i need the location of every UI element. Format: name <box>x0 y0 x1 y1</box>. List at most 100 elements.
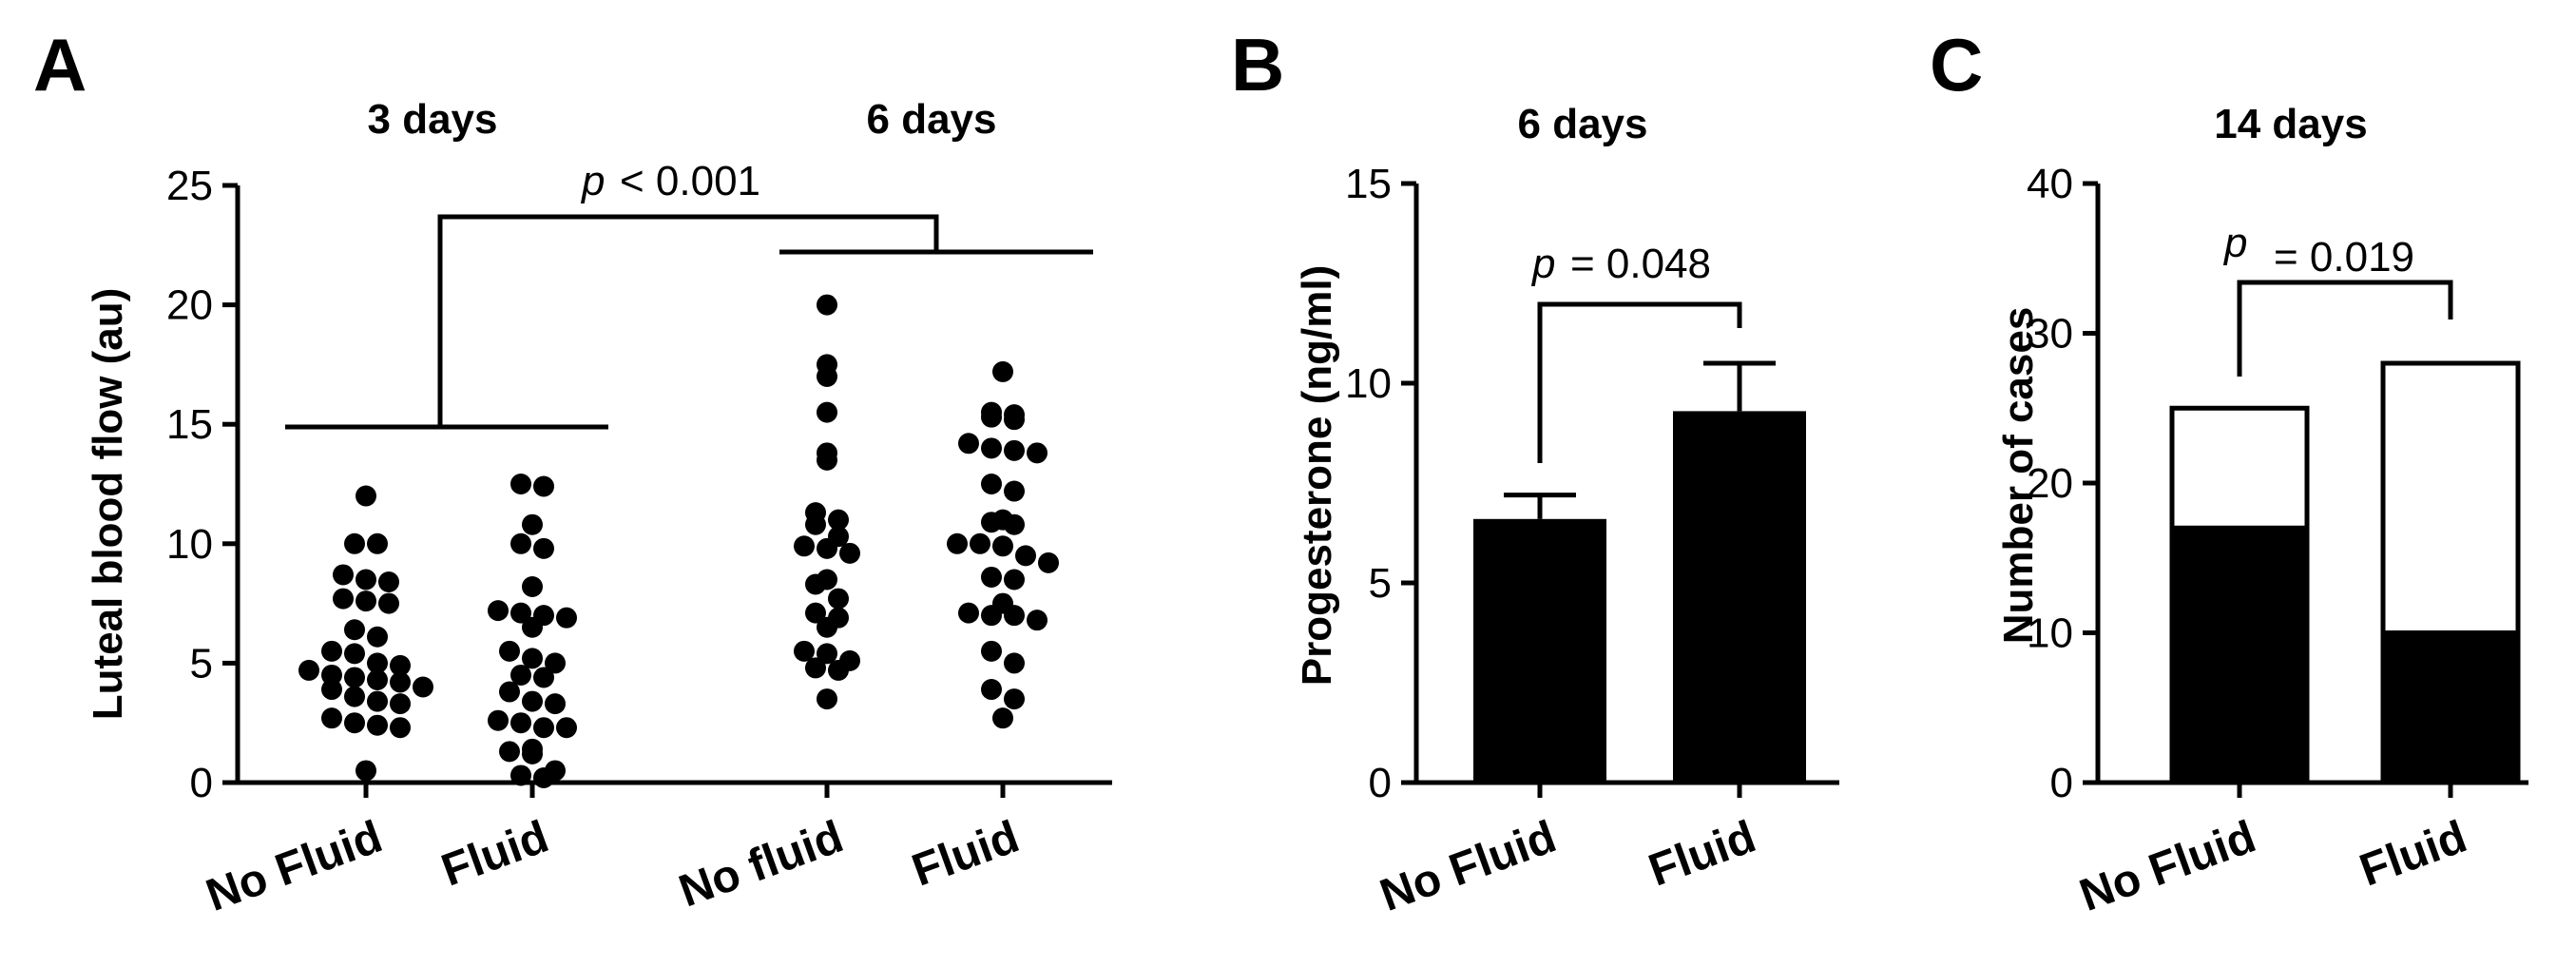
panel-a-point <box>981 437 1002 459</box>
panel-a-p-symbol: p <box>580 158 605 204</box>
panel-b-x-tick-label: No Fluid <box>1374 812 1563 921</box>
panel-a-point <box>499 640 520 662</box>
panel-a-point <box>488 709 509 731</box>
panel-a-point <box>1004 652 1025 674</box>
panel-c-x-tick-label: No Fluid <box>2073 812 2262 921</box>
panel-c-significance-bracket <box>2237 280 2453 377</box>
panel-c-bars <box>2169 360 2521 785</box>
panel-a-title-3-days: 3 days <box>368 96 498 143</box>
panel-a-point <box>1004 439 1025 461</box>
panel-a-point <box>356 760 376 782</box>
panel-a-point <box>981 679 1002 701</box>
panel-a-point <box>367 652 388 674</box>
panel-a-x-tick-label: Fluid <box>435 812 555 897</box>
panel-a-point <box>1004 404 1025 426</box>
panel-a-point <box>413 676 433 698</box>
panel-a-point <box>828 526 849 548</box>
panel-b-significance-bracket <box>1537 301 1742 463</box>
panel-a-point <box>970 532 990 554</box>
panel-a-point <box>522 576 543 598</box>
panel-b-bar <box>1673 411 1806 783</box>
panel-a-point <box>992 360 1013 382</box>
panel-a-point <box>1004 480 1025 502</box>
panel-b-letter: B <box>1231 23 1284 106</box>
panel-a-p-value: < 0.001 <box>620 158 760 204</box>
panel-b-p-symbol: p <box>1530 241 1555 287</box>
panel-a-point <box>958 433 979 455</box>
panel-a-point <box>510 532 531 554</box>
panel-a-point <box>510 602 531 624</box>
panel-a-point <box>356 590 376 612</box>
panel-a-y-tick-label: 15 <box>166 401 213 448</box>
panel-a-point <box>390 693 411 715</box>
panel-b-y-tick-label: 10 <box>1345 360 1392 407</box>
panel-a-significance-bracket <box>285 214 1093 430</box>
panel-a-x-tick-label: No fluid <box>673 812 850 918</box>
panel-c-title: 14 days <box>2214 101 2367 147</box>
panel-a-point <box>344 667 365 688</box>
panel-b-p-value: = 0.048 <box>1570 241 1711 287</box>
panel-a-point <box>556 607 577 629</box>
panel-a-point <box>1004 688 1025 710</box>
panel-a-point <box>522 513 543 535</box>
panel-a-point <box>378 592 399 614</box>
panel-a-point <box>794 535 815 557</box>
panel-a: A 3 days 6 days Luteal blood flow (au) 0… <box>33 23 1112 921</box>
panel-a-letter: A <box>33 23 87 106</box>
panel-a-point <box>333 588 354 610</box>
panel-a-point <box>1027 610 1048 631</box>
panel-a-point <box>367 668 388 690</box>
panel-a-point <box>356 485 376 507</box>
panel-c-letter: C <box>1930 23 1983 106</box>
panel-a-point <box>356 569 376 590</box>
panel-a-point <box>344 686 365 707</box>
panel-a-point <box>510 712 531 734</box>
panel-a-point <box>828 588 849 610</box>
panel-a-y-tick-label: 5 <box>190 640 213 687</box>
panel-a-point <box>839 649 860 671</box>
panel-a-point <box>828 607 849 629</box>
panel-a-point <box>947 532 968 554</box>
panel-a-point <box>499 741 520 763</box>
panel-a-point <box>298 659 319 681</box>
panel-a-point <box>378 571 399 592</box>
panel-a-point <box>1015 545 1036 567</box>
panel-a-point <box>390 654 411 676</box>
panel-c: C 14 days Number of cases 0 10 20 30 40 No Fl… <box>1930 23 2528 921</box>
panel-c-bar-segment-open <box>2169 405 2310 531</box>
panel-a-point <box>333 564 354 586</box>
panel-b-bars <box>1473 360 1806 783</box>
panel-a-point <box>556 717 577 739</box>
panel-a-point <box>321 664 342 686</box>
panel-b-title: 6 days <box>1518 101 1648 147</box>
panel-a-point <box>533 717 554 739</box>
panel-a-point <box>992 707 1013 729</box>
panel-a-point <box>522 648 543 669</box>
panel-a-point <box>545 693 566 715</box>
panel-a-point <box>981 474 1002 494</box>
panel-c-y-tick-label: 20 <box>2027 460 2073 507</box>
panel-c-bar-segment-filled <box>2380 630 2521 785</box>
panel-b-y-tick-label: 5 <box>1369 560 1392 607</box>
panel-b-ylabel: Progesterone (ng/ml) <box>1294 265 1340 687</box>
panel-a-point <box>533 605 554 627</box>
panel-a-point <box>510 664 531 686</box>
panel-c-y-tick-label: 0 <box>2050 760 2073 806</box>
panel-a-point <box>344 619 365 641</box>
panel-a-point <box>488 600 509 622</box>
panel-c-y-tick-label: 30 <box>2027 311 2073 358</box>
panel-a-point <box>817 354 837 376</box>
panel-a-point <box>805 602 826 624</box>
panel-c-x-tick-label: Fluid <box>2354 812 2473 897</box>
panel-a-point <box>344 643 365 665</box>
panel-a-point <box>992 509 1013 531</box>
panel-a-point <box>981 566 1002 588</box>
panel-a-y-tick-label: 20 <box>166 282 213 329</box>
panel-a-point <box>321 640 342 662</box>
panel-a-point <box>1027 442 1048 464</box>
panel-a-point <box>499 681 520 703</box>
panel-a-title-6-days: 6 days <box>867 96 997 143</box>
panel-a-point <box>533 475 554 497</box>
panel-a-point <box>805 657 826 679</box>
panel-c-y-tick-label: 10 <box>2027 610 2073 657</box>
